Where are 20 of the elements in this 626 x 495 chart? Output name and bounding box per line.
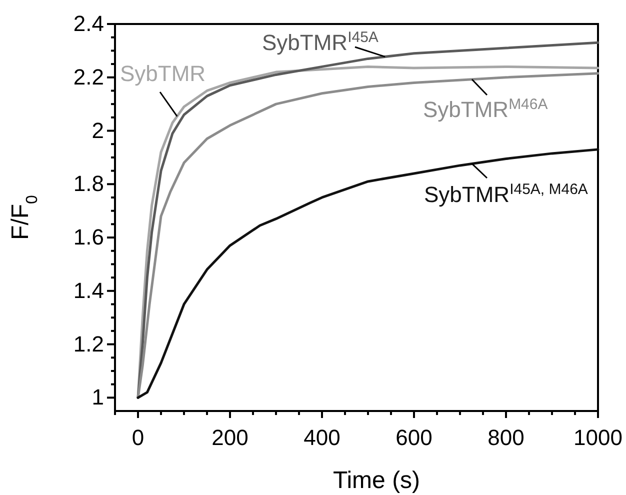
y-tick-label: 2.4 [73,11,104,36]
x-tick-label: 200 [212,425,248,450]
y-tick-label: 1.8 [73,171,104,196]
y-tick-label: 1.2 [73,331,104,356]
y-tick-label: 2.2 [73,64,104,90]
x-tick-label: 600 [396,425,432,450]
y-tick-label: 1.4 [73,278,104,303]
x-tick-label: 1000 [574,425,622,450]
x-tick-label: 800 [488,425,524,450]
x-axis-title: Time (s) [332,467,420,494]
y-tick-label: 1 [92,384,104,410]
x-tick-label: 0 [132,425,144,450]
series-label: SybTMR [120,61,206,86]
y-tick-label: 2 [92,118,104,143]
series-label: SybTMR$^{I45A}$ [262,28,378,55]
line-series [136,148,600,399]
x-tick-label: 400 [304,425,340,450]
series-label: SybTMR$^{I45A, M46A}$ [424,180,588,207]
y-tick-label: 1.6 [73,224,104,250]
series-label: SybTMR$^{M46A}$ [423,96,548,122]
